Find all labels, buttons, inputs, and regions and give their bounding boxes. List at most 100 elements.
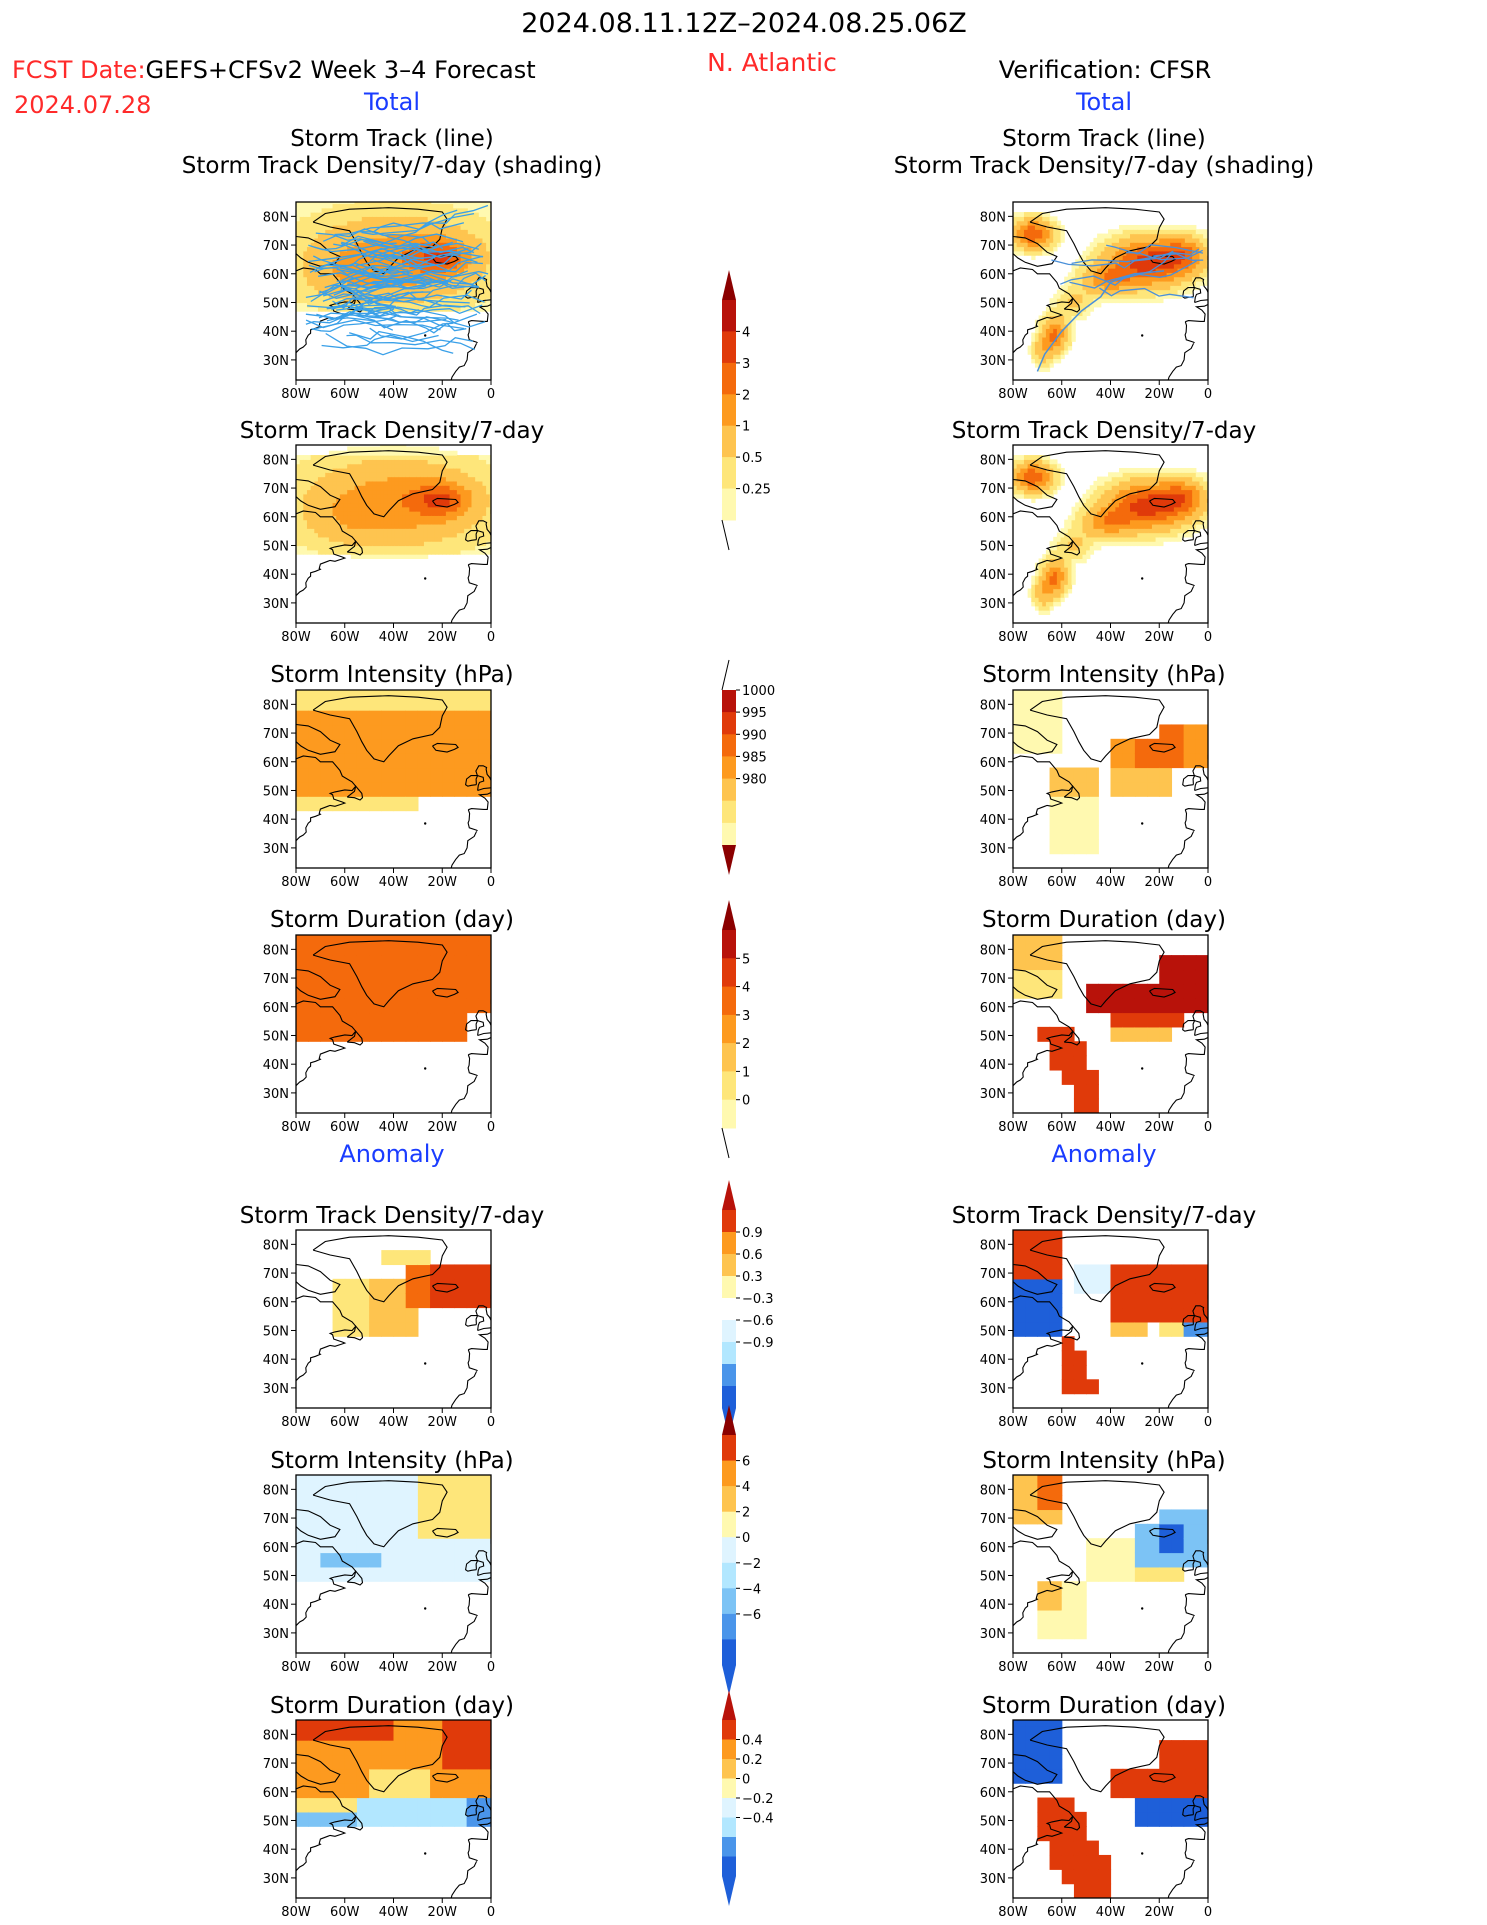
field-cell (314, 306, 319, 312)
field-cell (402, 446, 407, 452)
field-cell (1159, 263, 1164, 269)
field-cell (402, 493, 407, 499)
field-cell (336, 259, 341, 265)
field-cell (454, 738, 468, 754)
field-cell (1144, 515, 1149, 521)
field-cell (1155, 485, 1160, 491)
field-cell (482, 263, 487, 269)
field-cell (369, 498, 374, 504)
field-cell (1108, 511, 1113, 516)
field-cell (1049, 554, 1054, 560)
field-cell (449, 302, 454, 308)
field-cell (1111, 528, 1116, 534)
field-cell (434, 476, 440, 482)
field-cell (1108, 289, 1113, 295)
field-cell (438, 519, 443, 525)
field-cell (453, 220, 458, 226)
field-cell (1104, 502, 1109, 508)
field-cell (296, 767, 309, 783)
field-cell (486, 237, 491, 243)
field-cell (1031, 229, 1036, 235)
field-cell (1013, 480, 1018, 486)
field-cell (365, 467, 370, 473)
field-cell (365, 289, 370, 295)
field-cell (1173, 515, 1179, 521)
field-cell (358, 298, 363, 304)
field-cell (376, 549, 381, 555)
field-cell (391, 446, 396, 452)
field-cell (1060, 528, 1065, 534)
field-cell (1049, 575, 1054, 581)
field-cell (1111, 511, 1116, 516)
field-cell (405, 767, 419, 783)
field-cell (303, 528, 308, 534)
field-cell (1078, 523, 1084, 529)
field-cell (1137, 224, 1142, 230)
field-cell (308, 724, 321, 740)
field-cell (1188, 519, 1193, 525)
field-cell (471, 549, 476, 555)
field-cell (1130, 536, 1135, 542)
field-cell (467, 259, 473, 265)
field-cell (336, 549, 341, 555)
field-cell (1195, 237, 1201, 243)
field-cell (478, 710, 491, 726)
field-cell (1137, 289, 1142, 295)
field-cell (317, 545, 323, 551)
field-cell (482, 489, 487, 495)
field-cell (391, 202, 396, 205)
field-cell (361, 515, 367, 521)
field-cell (308, 738, 321, 754)
field-cell (1086, 511, 1091, 516)
field-cell (1038, 233, 1043, 239)
field-cell (427, 242, 432, 248)
field-cell (1162, 255, 1168, 261)
field-cell (387, 502, 392, 508)
field-cell (325, 298, 330, 304)
storm-track-line (372, 253, 478, 268)
storm-track-line (350, 263, 433, 282)
field-cell (1082, 250, 1087, 256)
field-cell (1133, 476, 1138, 482)
field-cell (1100, 285, 1106, 291)
field-cell (391, 450, 396, 456)
field-cell (445, 549, 451, 555)
field-cell (449, 472, 454, 478)
field-cell (310, 212, 315, 217)
field-cell (1177, 493, 1182, 499)
field-cell (1130, 237, 1135, 243)
field-cell (1097, 276, 1102, 282)
field-cell (1064, 302, 1069, 308)
field-cell (430, 767, 443, 783)
field-cell (1034, 588, 1040, 594)
field-cell (336, 212, 341, 217)
field-cell (383, 485, 389, 491)
field-cell (1104, 536, 1109, 542)
field-cell (372, 515, 378, 521)
field-cell (1181, 528, 1186, 534)
storm-track-line (318, 275, 449, 294)
field-cell (1137, 493, 1142, 499)
field-cell (1064, 562, 1069, 568)
field-cell (1031, 592, 1036, 598)
field-cell (383, 519, 389, 525)
field-cell (383, 216, 389, 222)
field-cell (398, 472, 403, 478)
field-cell (1045, 601, 1051, 607)
field-cell (413, 485, 418, 491)
field-cell (372, 498, 378, 504)
field-cell (460, 493, 465, 499)
field-cell (1075, 541, 1080, 547)
field-cell (387, 506, 392, 512)
field-cell (1181, 480, 1186, 486)
field-cell (1122, 263, 1127, 269)
field-cell (350, 528, 356, 534)
field-cell (1100, 480, 1106, 486)
field-cell (482, 250, 487, 256)
field-cell (1100, 532, 1106, 538)
field-cell (1060, 562, 1065, 568)
field-cell (460, 515, 465, 521)
field-cell (344, 690, 358, 697)
field-cell (350, 523, 356, 529)
field-cell (1126, 541, 1131, 547)
